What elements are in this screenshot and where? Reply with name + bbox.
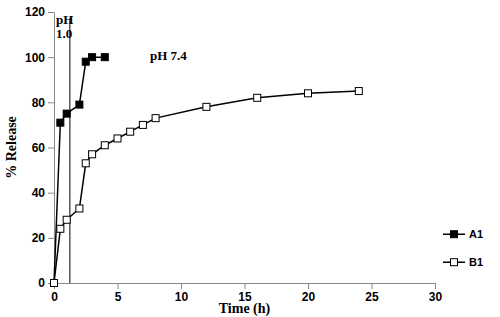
legend-label: B1 bbox=[469, 256, 483, 268]
marker bbox=[101, 142, 108, 149]
marker bbox=[89, 151, 96, 158]
marker bbox=[63, 216, 70, 223]
tick-label: 80 bbox=[32, 96, 46, 110]
tick-mark bbox=[48, 148, 54, 149]
tick-label: 30 bbox=[429, 290, 443, 304]
tick-mark bbox=[181, 283, 182, 289]
tick-label: 20 bbox=[32, 231, 46, 245]
marker bbox=[305, 90, 312, 97]
series-line bbox=[54, 91, 359, 283]
tick-label: 10 bbox=[175, 290, 189, 304]
tick-mark bbox=[48, 193, 54, 194]
tick: 30 bbox=[429, 283, 443, 304]
marker bbox=[76, 101, 83, 108]
marker bbox=[101, 54, 108, 61]
series-line bbox=[54, 57, 105, 283]
tick-label: 100 bbox=[25, 51, 45, 65]
chart: 051015202530020406080100120Time (h)% Rel… bbox=[0, 0, 500, 317]
plot: 051015202530020406080100120 bbox=[25, 5, 443, 303]
tick: 100 bbox=[25, 51, 54, 65]
tick-mark bbox=[48, 102, 54, 103]
tick: 80 bbox=[32, 96, 54, 110]
legend: A1 B1 bbox=[443, 228, 483, 268]
tick-label: 40 bbox=[32, 186, 46, 200]
tick-mark bbox=[48, 238, 54, 239]
y-axis: 0 20 40 60 80 100 120 bbox=[25, 5, 55, 290]
marks bbox=[51, 18, 363, 287]
annotation: pH 7.4 bbox=[150, 48, 187, 63]
tick: 40 bbox=[32, 186, 54, 200]
marker bbox=[57, 119, 64, 126]
marker bbox=[82, 160, 89, 167]
legend-marker bbox=[451, 259, 458, 266]
marker bbox=[355, 88, 362, 95]
marker bbox=[127, 128, 134, 135]
marker bbox=[51, 280, 58, 287]
tick: 5 bbox=[115, 283, 122, 304]
marker bbox=[76, 205, 83, 212]
tick-label: 20 bbox=[302, 290, 316, 304]
marker bbox=[254, 94, 261, 101]
tick-mark bbox=[372, 283, 373, 289]
tick-label: 5 bbox=[115, 290, 122, 304]
tick-label: 120 bbox=[25, 5, 45, 19]
tick: 25 bbox=[365, 283, 379, 304]
tick: 20 bbox=[32, 231, 54, 245]
tick-mark bbox=[118, 283, 119, 289]
tick-label: 60 bbox=[32, 141, 46, 155]
marker bbox=[89, 54, 96, 61]
marker bbox=[51, 280, 58, 287]
legend-marker bbox=[451, 231, 458, 238]
marker bbox=[114, 135, 121, 142]
tick-label: 0 bbox=[51, 290, 58, 304]
tick-label: 0 bbox=[38, 276, 45, 290]
tick: 60 bbox=[32, 141, 54, 155]
marker bbox=[203, 103, 210, 110]
marker bbox=[57, 225, 64, 232]
tick-mark bbox=[245, 283, 246, 289]
tick-mark bbox=[48, 12, 54, 13]
tick-mark bbox=[308, 283, 309, 289]
tick: 10 bbox=[175, 283, 189, 304]
legend-label: A1 bbox=[469, 228, 483, 240]
marker bbox=[139, 121, 146, 128]
y-axis-title: % Release bbox=[4, 116, 19, 179]
tick-label: 25 bbox=[365, 290, 379, 304]
tick-mark bbox=[48, 57, 54, 58]
marker bbox=[152, 115, 159, 122]
annotation: pH1.0 bbox=[56, 12, 73, 41]
tick: 120 bbox=[25, 5, 54, 19]
reference-line bbox=[69, 18, 70, 283]
tick-mark bbox=[435, 283, 436, 289]
x-axis-title: Time (h) bbox=[219, 301, 271, 317]
marker bbox=[63, 110, 70, 117]
tick: 20 bbox=[302, 283, 316, 304]
